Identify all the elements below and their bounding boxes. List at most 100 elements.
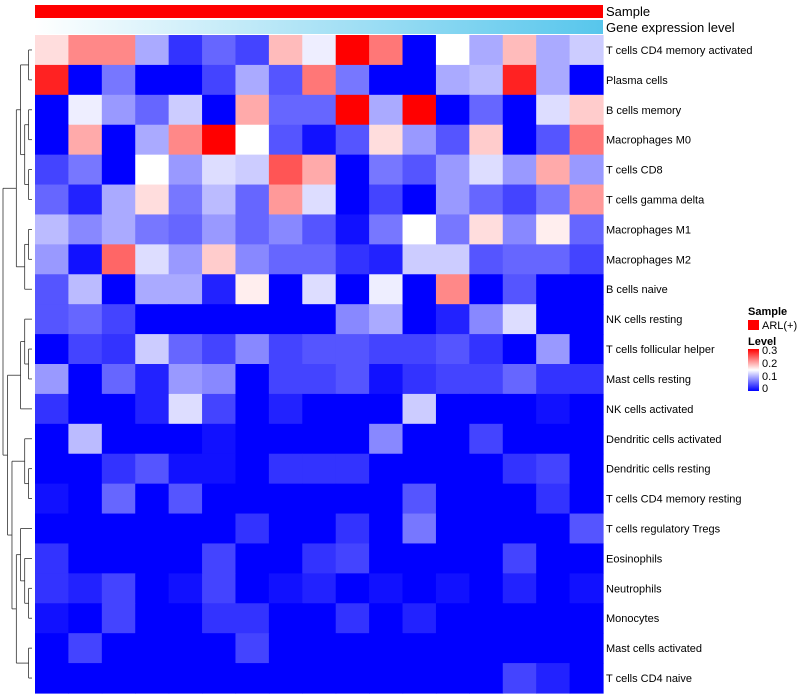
- heatmap-cell: [302, 154, 337, 186]
- heatmap-cell: [168, 513, 203, 545]
- heatmap-cell: [101, 364, 136, 395]
- heatmap-cell: [469, 94, 504, 126]
- heatmap-cell: [369, 453, 404, 485]
- heatmap-cell: [402, 154, 437, 186]
- heatmap-cell: [302, 483, 337, 515]
- heatmap-cell: [235, 663, 270, 694]
- heatmap-cell: [402, 334, 437, 365]
- heatmap-cell: [302, 94, 337, 126]
- heatmap-cell: [68, 94, 103, 126]
- heatmap-cell: [168, 663, 203, 694]
- sample-legend-swatch: [748, 320, 759, 330]
- heatmap-cell: [335, 304, 370, 335]
- heatmap-cell: [268, 603, 303, 634]
- heatmap-cell: [402, 214, 437, 245]
- row-label: Plasma cells: [606, 75, 668, 87]
- heatmap-cell: [168, 334, 203, 365]
- heatmap-cell: [502, 663, 537, 694]
- heatmap-cell: [536, 663, 571, 694]
- heatmap-cell: [302, 244, 337, 275]
- heatmap-cell: [101, 633, 136, 664]
- heatmap-cell: [68, 543, 103, 574]
- heatmap-cell: [536, 35, 571, 66]
- heatmap-cell: [469, 453, 504, 485]
- heatmap-cell: [502, 423, 537, 455]
- heatmap-cell: [35, 453, 70, 485]
- heatmap-cell: [502, 124, 537, 156]
- heatmap-cell: [202, 364, 237, 395]
- heatmap-cell: [202, 453, 237, 485]
- heatmap-cell: [68, 274, 103, 305]
- heatmap-cell: [369, 334, 404, 365]
- heatmap-cell: [135, 35, 170, 66]
- row-label: Dendritic cells activated: [606, 434, 722, 446]
- heatmap-cell: [35, 423, 70, 455]
- heatmap-cell: [435, 633, 470, 664]
- heatmap-cell: [101, 184, 136, 216]
- heatmap-cell: [536, 633, 571, 664]
- heatmap-cell: [68, 154, 103, 186]
- heatmap-cell: [135, 423, 170, 455]
- heatmap-cell: [502, 334, 537, 365]
- heatmap-cell: [302, 393, 337, 425]
- heatmap-cell: [435, 453, 470, 485]
- heatmap-cell: [268, 453, 303, 485]
- heatmap-cell: [302, 274, 337, 305]
- heatmap-cell: [268, 573, 303, 604]
- heatmap-cell: [168, 393, 203, 425]
- heatmap-cell: [569, 603, 604, 634]
- heatmap-cell: [35, 483, 70, 515]
- heatmap-cell: [68, 633, 103, 664]
- heatmap-cell: [302, 64, 337, 96]
- heatmap-cell: [68, 334, 103, 365]
- heatmap-cell: [101, 513, 136, 545]
- heatmap-cell: [235, 244, 270, 275]
- sample-legend-title: Sample: [748, 306, 787, 318]
- heatmap-cell: [402, 304, 437, 335]
- heatmap-cell: [135, 304, 170, 335]
- heatmap-cell: [435, 154, 470, 186]
- heatmap-cell: [569, 244, 604, 275]
- heatmap-cell: [435, 94, 470, 126]
- heatmap-cell: [101, 663, 136, 694]
- heatmap-cell: [569, 483, 604, 515]
- row-dendrogram: [2, 49, 32, 679]
- heatmap-cell: [335, 603, 370, 634]
- heatmap-cell: [135, 603, 170, 634]
- heatmap-cell: [402, 513, 437, 545]
- level-legend-title: Level: [748, 336, 776, 348]
- heatmap-cell: [101, 214, 136, 245]
- heatmap-cell: [335, 94, 370, 126]
- row-label: Mast cells activated: [606, 643, 702, 655]
- heatmap-cell: [202, 94, 237, 126]
- heatmap-cell: [302, 304, 337, 335]
- heatmap-cell: [302, 124, 337, 156]
- heatmap-cell: [536, 453, 571, 485]
- heatmap-cell: [569, 334, 604, 365]
- heatmap-cell: [101, 244, 136, 275]
- heatmap-cell: [369, 64, 404, 96]
- heatmap-cell: [268, 364, 303, 395]
- heatmap-cell: [202, 304, 237, 335]
- heatmap-cell: [202, 633, 237, 664]
- heatmap-cell: [569, 124, 604, 156]
- heatmap-cell: [469, 483, 504, 515]
- heatmap-cell: [435, 334, 470, 365]
- heatmap-cell: [435, 364, 470, 395]
- heatmap-cell: [168, 244, 203, 275]
- heatmap-cell: [101, 573, 136, 604]
- heatmap-cell: [369, 603, 404, 634]
- heatmap-cell: [335, 244, 370, 275]
- heatmap-cell: [35, 214, 70, 245]
- heatmap-cell: [335, 393, 370, 425]
- level-tick-label: 0.1: [762, 371, 777, 383]
- heatmap-cell: [569, 94, 604, 126]
- heatmap-cell: [469, 35, 504, 66]
- heatmap-cell: [168, 304, 203, 335]
- sample-annotation-bar: [35, 5, 603, 18]
- heatmap-cell: [469, 214, 504, 245]
- heatmap-cell: [101, 393, 136, 425]
- level-legend-ticks: 0.30.20.10: [762, 345, 777, 395]
- heatmap-cell: [202, 124, 237, 156]
- heatmap-cell: [302, 214, 337, 245]
